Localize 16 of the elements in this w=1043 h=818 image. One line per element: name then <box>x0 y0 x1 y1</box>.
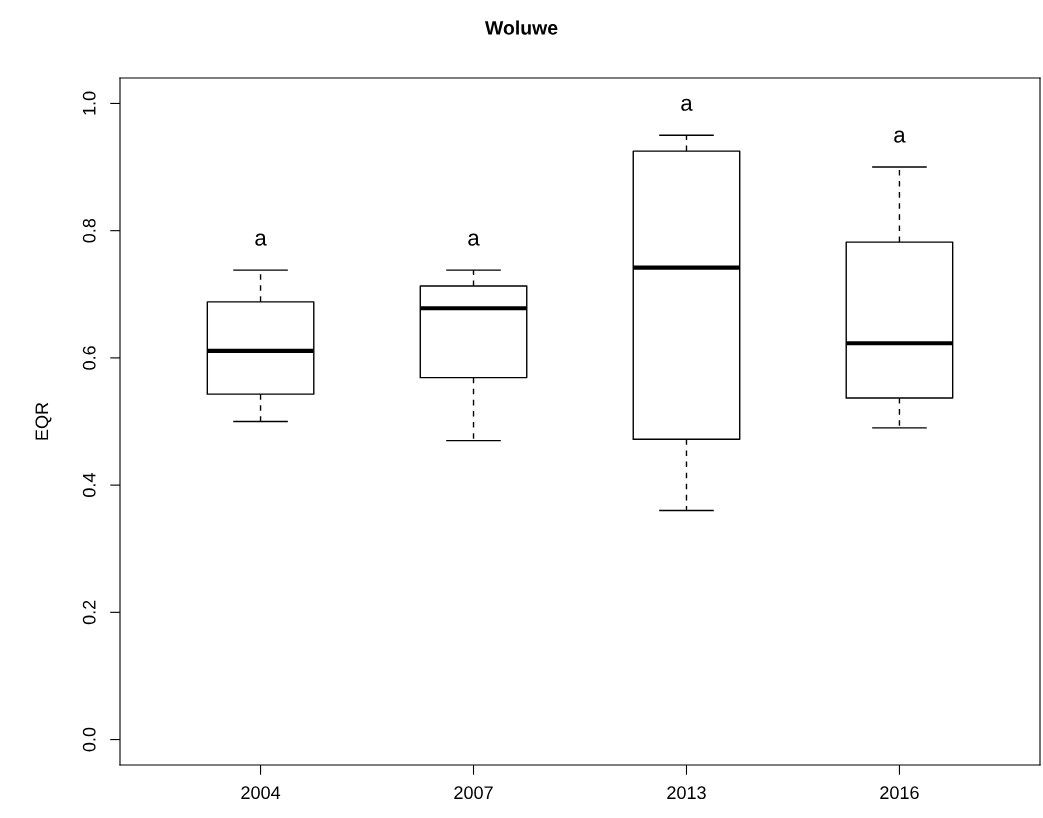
y-axis-title: EQR <box>35 402 52 440</box>
chart-title: Woluwe <box>484 20 558 35</box>
y-tick-label: 0.6 <box>82 346 96 370</box>
x-tick-label: 2004 <box>241 786 281 800</box>
annotation: a <box>894 130 906 143</box>
x-tick-label: 2016 <box>880 786 919 800</box>
annotation: a <box>468 233 480 246</box>
annotation: a <box>681 98 693 111</box>
x-tick-label: 2013 <box>667 786 706 800</box>
y-tick-label: 0.8 <box>82 218 96 243</box>
y-tick-label: 0.4 <box>82 473 96 497</box>
x-tick-label: 2007 <box>454 786 493 800</box>
annotation: a <box>255 233 267 246</box>
y-tick-label: 0.2 <box>82 600 96 625</box>
y-tick-label: 1.0 <box>82 91 96 115</box>
y-tick-label: 0.0 <box>82 727 96 752</box>
